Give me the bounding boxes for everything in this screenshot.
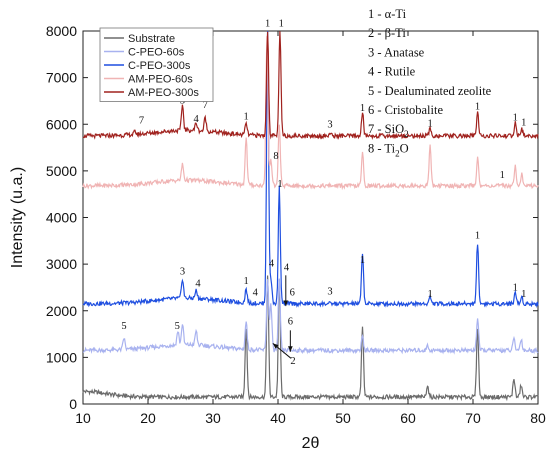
phase-legend-item: 6 - Cristobalite	[368, 103, 443, 117]
series-line-am-peo-60s	[82, 36, 539, 191]
y-tick-label: 1000	[46, 349, 77, 365]
legend-label: AM-PEO-60s	[128, 74, 193, 86]
peak-annotation: 5	[175, 321, 180, 332]
peak-annotation: 1	[513, 113, 518, 124]
peak-annotation: 4	[284, 263, 290, 274]
x-tick-label: 30	[205, 410, 221, 426]
x-tick-label: 40	[270, 410, 286, 426]
series-line-c-peo-60s	[82, 278, 539, 355]
y-tick-label: 2000	[46, 303, 77, 319]
phase-legend-item: 4 - Rutile	[368, 65, 416, 79]
legend-label: C-PEO-300s	[128, 60, 191, 72]
peak-annotation: 1	[360, 255, 365, 266]
peak-annotation: 1	[475, 230, 480, 241]
phase-legend-item: 2 - β-Ti	[368, 26, 406, 40]
x-tick-label: 70	[465, 410, 481, 426]
peak-annotation: 6	[288, 317, 293, 328]
y-tick-label: 8000	[46, 23, 77, 39]
peak-annotation: 1	[521, 118, 526, 129]
peak-annotation: 4	[193, 114, 199, 125]
phase-legend-item: 5 - Dealuminated zeolite	[368, 84, 492, 98]
x-tick-label: 60	[400, 410, 416, 426]
arrow-indicator-head	[272, 343, 279, 349]
peak-annotation: 4	[269, 258, 275, 269]
series-line-am-peo-300s	[82, 31, 539, 141]
legend-label: Substrate	[128, 33, 175, 45]
peak-annotation: 7	[203, 100, 208, 111]
y-tick-label: 0	[69, 396, 77, 412]
peak-annotation: 1	[277, 179, 282, 190]
legend-label: C-PEO-60s	[128, 47, 185, 59]
y-tick-label: 5000	[46, 163, 77, 179]
peak-annotation: 1	[427, 289, 432, 300]
peak-annotation: 3	[327, 120, 332, 131]
peak-annotation: 1	[500, 170, 505, 181]
legend-label: AM-PEO-300s	[128, 87, 199, 99]
peak-annotation: 1	[513, 283, 518, 294]
peak-annotation: 1	[427, 119, 432, 130]
phase-legend-item: 8 - Ti2O	[368, 141, 409, 158]
y-tick-label: 4000	[46, 210, 77, 226]
peak-annotation: 3	[327, 286, 332, 297]
peak-annotation: 6	[290, 287, 295, 298]
peak-annotation: 1	[244, 276, 249, 287]
peak-annotation: 5	[121, 321, 126, 332]
arrow-indicator-head	[288, 346, 293, 352]
peak-annotation: 7	[139, 115, 144, 126]
x-tick-label: 20	[140, 410, 156, 426]
x-tick-label: 10	[75, 410, 91, 426]
peak-annotation: 1	[265, 18, 270, 29]
peak-annotation: 1	[244, 112, 249, 123]
y-axis-title: Intensity (u.a.)	[9, 167, 26, 268]
y-tick-label: 7000	[46, 70, 77, 86]
peak-annotation: 4	[195, 279, 201, 290]
phase-legend-item: 7 - SiO2	[368, 122, 409, 139]
peak-annotation: 4	[253, 287, 259, 298]
y-tick-label: 6000	[46, 116, 77, 132]
peak-annotation: 1	[360, 103, 365, 114]
peak-annotation: 8	[273, 151, 278, 162]
peak-annotation: 2	[290, 356, 295, 367]
peak-annotation: 1	[521, 289, 526, 300]
phase-legend-item: 3 - Anatase	[368, 45, 425, 59]
peak-annotation: 1	[279, 18, 284, 29]
phase-legend-item: 1 - α-Ti	[368, 7, 407, 21]
arrow-indicator-head	[283, 300, 289, 307]
y-tick-label: 3000	[46, 256, 77, 272]
x-tick-label: 80	[530, 410, 546, 426]
x-axis-title: 2θ	[302, 435, 320, 452]
series-line-c-peo-300s	[82, 30, 539, 309]
peak-annotation: 1	[475, 101, 480, 112]
x-tick-label: 50	[335, 410, 351, 426]
peak-annotation: 3	[180, 266, 185, 277]
series-line-substrate	[82, 275, 539, 402]
